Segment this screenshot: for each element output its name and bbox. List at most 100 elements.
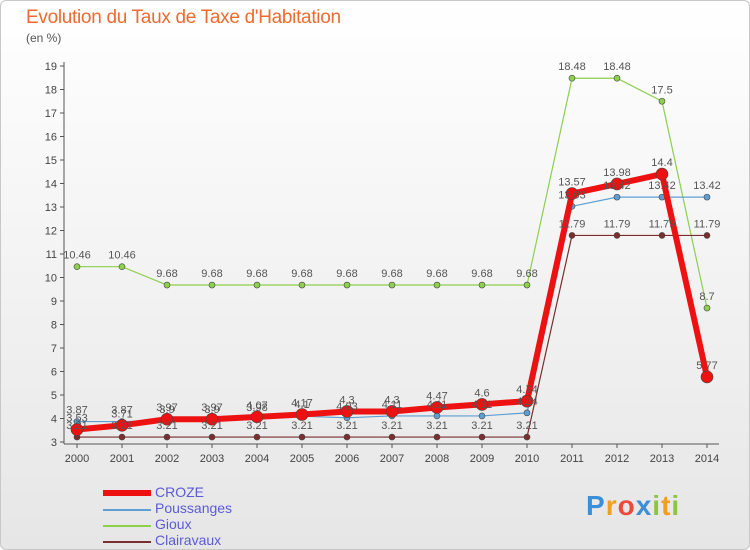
data-label-clairavaux: 3.21 (336, 420, 357, 432)
data-point-croze (475, 398, 489, 411)
data-label-clairavaux: 11.79 (559, 218, 586, 230)
data-label-poussanges: 13.42 (603, 180, 631, 192)
data-point-gioux (343, 281, 351, 289)
data-label-croze: 3.97 (156, 402, 177, 414)
x-tick-label: 2010 (515, 453, 539, 465)
data-point-clairavaux (568, 232, 576, 239)
series-line-croze (76, 171, 710, 433)
data-label-gioux: 10.46 (63, 250, 91, 262)
logo-letter: x (635, 490, 653, 521)
data-point-croze (160, 412, 174, 426)
y-tick-label: 11 (46, 249, 57, 261)
data-label-croze: 4.6 (474, 387, 489, 399)
data-point-croze (385, 405, 399, 418)
data-label-clairavaux: 3.21 (201, 420, 222, 432)
data-label-clairavaux: 3.21 (111, 420, 132, 432)
data-point-croze (250, 410, 264, 424)
data-point-clairavaux (658, 232, 666, 239)
data-label-croze: 4.17 (291, 398, 312, 410)
data-point-clairavaux (613, 232, 621, 239)
data-point-croze (565, 187, 579, 200)
y-tick-label: 9 (51, 296, 57, 308)
data-label-poussanges: 4.03 (336, 401, 357, 413)
x-tick-label: 2014 (695, 453, 719, 465)
x-tick-label: 2000 (65, 453, 89, 465)
data-point-clairavaux (118, 433, 126, 441)
data-point-gioux (523, 281, 531, 289)
data-label-gioux: 9.68 (246, 268, 267, 280)
data-point-gioux (73, 263, 81, 270)
x-tick-label: 2011 (560, 453, 584, 465)
logo-letter: t (661, 490, 672, 521)
data-point-clairavaux (703, 232, 711, 239)
legend-label-poussanges: Poussanges (155, 500, 233, 516)
data-point-poussanges (478, 412, 486, 420)
data-point-gioux (388, 281, 396, 289)
data-label-gioux: 9.68 (336, 268, 357, 280)
data-point-gioux (568, 74, 576, 82)
data-point-croze (340, 405, 354, 418)
data-label-clairavaux: 3.21 (516, 420, 537, 432)
y-tick-label: 10 (45, 273, 57, 285)
legend-swatch-poussanges (103, 509, 151, 511)
data-label-croze: 4.47 (426, 390, 447, 402)
data-label-poussanges: 3.87 (66, 405, 87, 417)
data-point-poussanges (613, 193, 621, 201)
data-label-poussanges: 13.03 (558, 189, 586, 201)
data-label-croze: 14.4 (651, 157, 672, 169)
data-label-poussanges: 4.11 (427, 399, 448, 411)
legend-swatch-gioux (103, 525, 151, 527)
x-tick-label: 2013 (650, 453, 674, 465)
data-label-clairavaux: 3.21 (156, 420, 177, 432)
logo-letter: i (652, 490, 662, 521)
data-point-gioux (613, 74, 621, 82)
x-tick-label: 2001 (110, 453, 134, 465)
data-point-gioux (118, 263, 126, 270)
y-tick-label: 5 (51, 390, 57, 402)
data-label-clairavaux: 11.79 (694, 218, 721, 230)
data-point-croze (205, 412, 219, 426)
proxiti-logo: Proxiti (586, 490, 680, 522)
x-tick-label: 2009 (470, 453, 494, 465)
data-point-clairavaux (388, 433, 396, 441)
data-label-clairavaux: 3.21 (426, 420, 447, 432)
data-point-croze (520, 394, 534, 408)
logo-letter: o (617, 490, 636, 521)
legend-label-gioux: Gioux (155, 516, 192, 532)
y-tick-label: 17 (45, 108, 57, 120)
data-point-clairavaux (478, 433, 486, 441)
data-point-gioux (208, 281, 216, 289)
data-label-croze: 13.98 (603, 167, 631, 179)
data-label-clairavaux: 3.21 (471, 420, 492, 432)
y-tick-label: 6 (51, 367, 57, 379)
data-point-clairavaux (298, 433, 306, 441)
data-label-gioux: 9.68 (201, 268, 222, 280)
data-label-clairavaux: 3.21 (291, 420, 312, 432)
y-tick-label: 4 (51, 414, 57, 426)
data-point-gioux (298, 281, 306, 289)
data-label-poussanges: 13.42 (648, 180, 676, 192)
data-label-clairavaux: 11.79 (604, 218, 631, 230)
chart-title: Evolution du Taux de Taxe d'Habitation (26, 7, 341, 28)
data-label-croze: 4.74 (516, 384, 537, 396)
data-point-gioux (433, 281, 441, 289)
data-label-poussanges: 4.11 (382, 399, 403, 411)
legend-label-croze: CROZE (155, 484, 204, 500)
data-label-gioux: 9.68 (426, 268, 447, 280)
data-label-poussanges: 3.9 (159, 404, 174, 416)
data-label-croze: 5.77 (696, 360, 717, 372)
data-label-poussanges: 3.98 (246, 402, 267, 414)
y-tick-label: 14 (45, 179, 57, 191)
data-point-clairavaux (433, 433, 441, 441)
data-point-gioux (658, 97, 666, 105)
data-point-croze (430, 401, 444, 414)
data-label-gioux: 8.7 (699, 291, 714, 303)
data-point-croze (295, 408, 309, 421)
data-label-croze: 13.57 (558, 177, 586, 189)
legend-swatch-croze (103, 490, 151, 496)
data-point-poussanges (523, 409, 531, 417)
data-label-croze: 4.07 (246, 400, 267, 412)
data-point-clairavaux (163, 433, 171, 441)
data-label-gioux: 9.68 (381, 268, 402, 280)
legend-swatch-clairavaux (103, 541, 151, 543)
